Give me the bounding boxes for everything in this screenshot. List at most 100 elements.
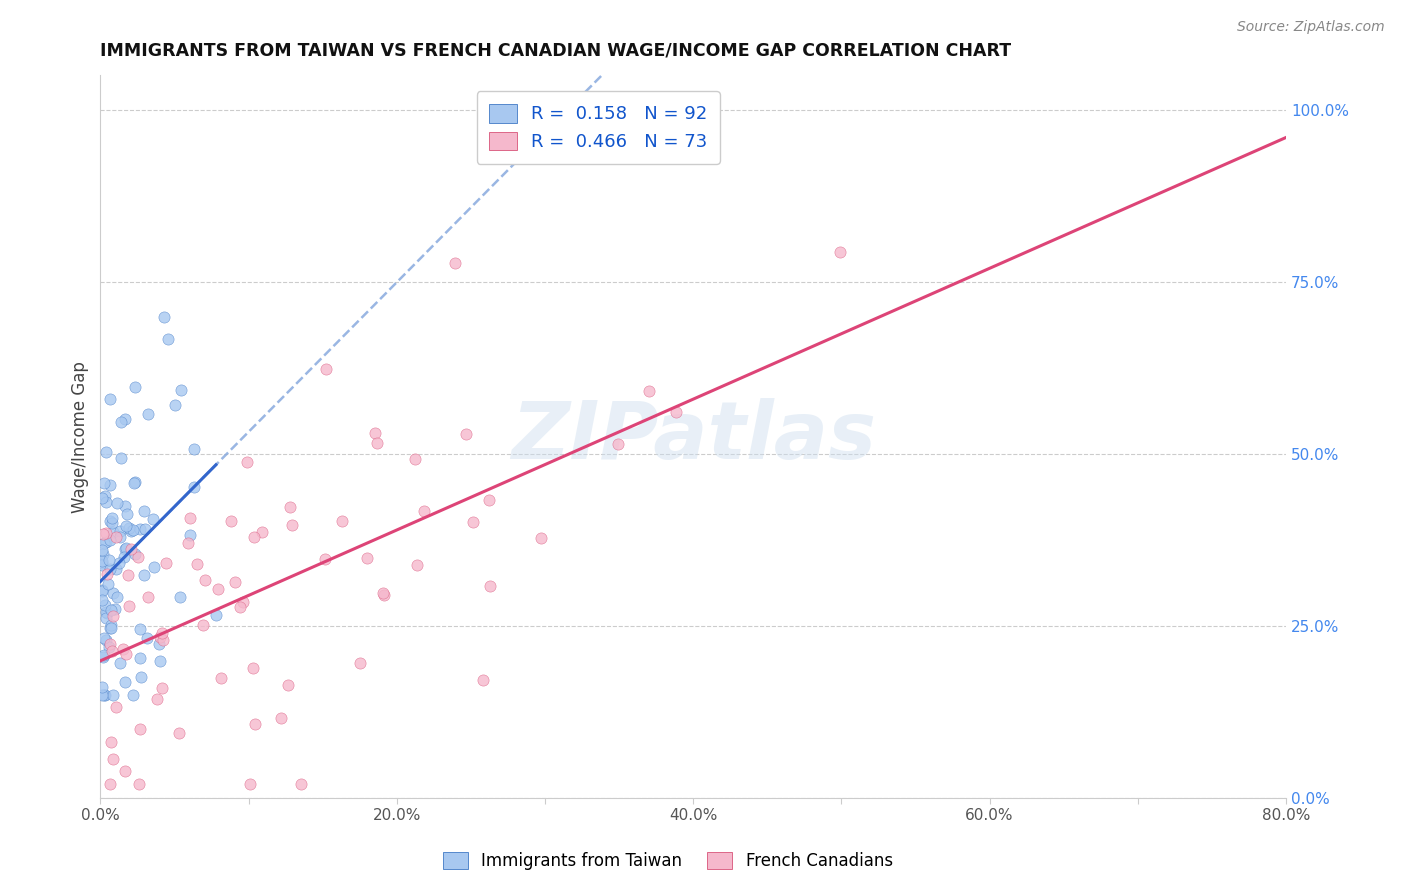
Point — [114, 764, 136, 778]
Point — [478, 579, 501, 593]
Point — [96, 534, 118, 549]
Point — [250, 525, 273, 540]
Point — [444, 256, 467, 270]
Point — [90, 584, 112, 599]
Point — [108, 524, 131, 538]
Point — [128, 651, 150, 665]
Point — [239, 777, 262, 791]
Point — [114, 499, 136, 513]
Point — [463, 515, 485, 529]
Point — [101, 516, 124, 530]
Point — [91, 680, 114, 694]
Point — [114, 541, 136, 556]
Point — [101, 586, 124, 600]
Point — [127, 550, 149, 565]
Point — [315, 361, 337, 376]
Point — [122, 688, 145, 702]
Point — [104, 530, 127, 544]
Point — [277, 678, 299, 692]
Point — [157, 332, 180, 346]
Point — [194, 573, 217, 587]
Legend: Immigrants from Taiwan, French Canadians: Immigrants from Taiwan, French Canadians — [436, 845, 900, 877]
Point — [207, 582, 229, 596]
Point — [94, 632, 117, 647]
Point — [366, 436, 388, 450]
Point — [112, 550, 135, 565]
Point — [94, 606, 117, 620]
Point — [114, 675, 136, 690]
Point — [91, 542, 114, 557]
Point — [94, 599, 117, 613]
Point — [98, 637, 121, 651]
Point — [142, 512, 165, 526]
Point — [232, 594, 254, 608]
Point — [332, 514, 354, 528]
Point — [96, 611, 118, 625]
Point — [114, 412, 136, 426]
Point — [224, 575, 246, 590]
Point — [373, 588, 395, 602]
Point — [243, 717, 266, 731]
Point — [413, 504, 436, 518]
Point — [101, 511, 124, 525]
Point — [98, 477, 121, 491]
Point — [371, 586, 394, 600]
Legend: R =  0.158   N = 92, R =  0.466   N = 73: R = 0.158 N = 92, R = 0.466 N = 73 — [477, 92, 720, 163]
Point — [98, 392, 121, 406]
Point — [530, 531, 553, 545]
Point — [91, 650, 114, 665]
Point — [105, 496, 128, 510]
Point — [120, 524, 142, 538]
Point — [270, 711, 292, 725]
Point — [100, 621, 122, 635]
Point — [169, 591, 191, 605]
Point — [101, 751, 124, 765]
Point — [108, 530, 131, 544]
Point — [243, 530, 266, 544]
Point — [94, 688, 117, 702]
Point — [665, 405, 688, 419]
Point — [124, 475, 146, 490]
Point — [101, 643, 124, 657]
Point — [100, 603, 122, 617]
Point — [136, 590, 159, 604]
Point — [91, 593, 114, 607]
Point — [98, 640, 121, 655]
Point — [132, 568, 155, 582]
Point — [209, 671, 232, 685]
Point — [108, 657, 131, 671]
Point — [94, 526, 117, 541]
Point — [136, 632, 159, 646]
Point — [100, 618, 122, 632]
Point — [101, 525, 124, 540]
Point — [128, 777, 150, 791]
Point — [349, 656, 371, 670]
Point — [183, 442, 205, 456]
Point — [122, 475, 145, 490]
Point — [91, 526, 114, 541]
Point — [93, 688, 115, 702]
Point — [242, 661, 264, 675]
Point — [183, 480, 205, 494]
Point — [315, 552, 337, 566]
Text: Source: ZipAtlas.com: Source: ZipAtlas.com — [1237, 20, 1385, 34]
Point — [118, 599, 141, 614]
Point — [90, 558, 112, 572]
Point — [229, 599, 252, 614]
Point — [93, 476, 115, 491]
Point — [91, 556, 114, 570]
Point — [98, 514, 121, 528]
Point — [111, 642, 134, 657]
Point — [281, 517, 304, 532]
Point — [124, 548, 146, 562]
Point — [100, 734, 122, 748]
Point — [146, 691, 169, 706]
Point — [105, 590, 128, 604]
Point — [110, 451, 132, 466]
Point — [104, 602, 127, 616]
Point — [155, 556, 177, 570]
Point — [478, 492, 501, 507]
Point — [94, 494, 117, 508]
Point — [148, 630, 170, 644]
Point — [150, 625, 173, 640]
